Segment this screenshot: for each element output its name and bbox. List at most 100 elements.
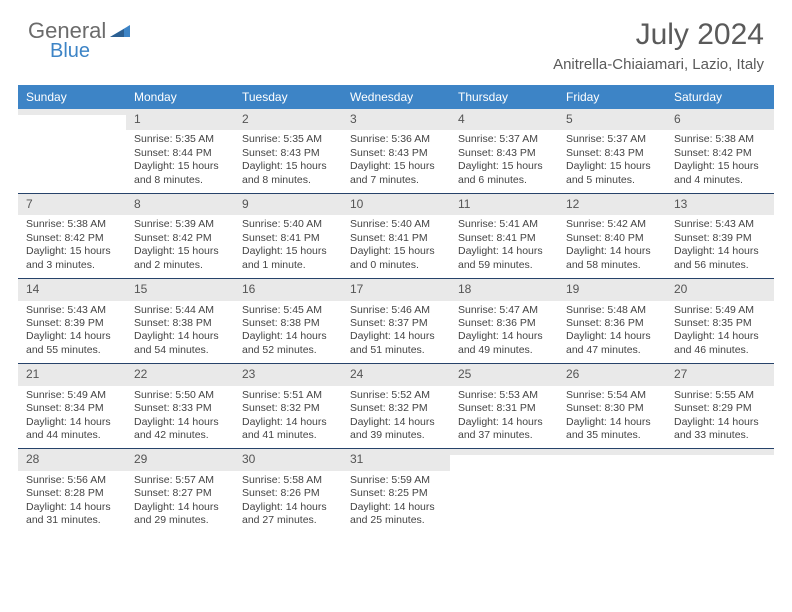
day-body: Sunrise: 5:57 AMSunset: 8:27 PMDaylight:… (126, 471, 234, 534)
day-cell: 8Sunrise: 5:39 AMSunset: 8:42 PMDaylight… (126, 194, 234, 278)
day-number: 7 (18, 194, 126, 215)
sunset-text: Sunset: 8:38 PM (242, 317, 334, 330)
sunset-text: Sunset: 8:34 PM (26, 402, 118, 415)
daylight-text: Daylight: 14 hours and 33 minutes. (674, 416, 766, 443)
sunrise-text: Sunrise: 5:57 AM (134, 474, 226, 487)
sunset-text: Sunset: 8:43 PM (566, 147, 658, 160)
day-body (558, 455, 666, 464)
location-text: Anitrella-Chiaiamari, Lazio, Italy (553, 56, 764, 73)
sunrise-text: Sunrise: 5:56 AM (26, 474, 118, 487)
day-body: Sunrise: 5:43 AMSunset: 8:39 PMDaylight:… (18, 301, 126, 364)
day-number: 14 (18, 279, 126, 300)
week-row: 7Sunrise: 5:38 AMSunset: 8:42 PMDaylight… (18, 193, 774, 278)
day-cell: 6Sunrise: 5:38 AMSunset: 8:42 PMDaylight… (666, 109, 774, 193)
day-body: Sunrise: 5:42 AMSunset: 8:40 PMDaylight:… (558, 215, 666, 278)
sunrise-text: Sunrise: 5:59 AM (350, 474, 442, 487)
sunset-text: Sunset: 8:36 PM (566, 317, 658, 330)
week-row: 28Sunrise: 5:56 AMSunset: 8:28 PMDayligh… (18, 448, 774, 533)
day-number: 10 (342, 194, 450, 215)
sunrise-text: Sunrise: 5:54 AM (566, 389, 658, 402)
daylight-text: Daylight: 14 hours and 42 minutes. (134, 416, 226, 443)
day-body: Sunrise: 5:36 AMSunset: 8:43 PMDaylight:… (342, 130, 450, 193)
dow-friday: Friday (558, 85, 666, 109)
day-body: Sunrise: 5:53 AMSunset: 8:31 PMDaylight:… (450, 386, 558, 449)
daylight-text: Daylight: 14 hours and 49 minutes. (458, 330, 550, 357)
sunset-text: Sunset: 8:44 PM (134, 147, 226, 160)
day-cell: 14Sunrise: 5:43 AMSunset: 8:39 PMDayligh… (18, 279, 126, 363)
sunrise-text: Sunrise: 5:43 AM (674, 218, 766, 231)
dow-saturday: Saturday (666, 85, 774, 109)
sunset-text: Sunset: 8:27 PM (134, 487, 226, 500)
day-cell: 25Sunrise: 5:53 AMSunset: 8:31 PMDayligh… (450, 364, 558, 448)
daylight-text: Daylight: 15 hours and 3 minutes. (26, 245, 118, 272)
day-number: 15 (126, 279, 234, 300)
day-body: Sunrise: 5:51 AMSunset: 8:32 PMDaylight:… (234, 386, 342, 449)
day-body: Sunrise: 5:49 AMSunset: 8:35 PMDaylight:… (666, 301, 774, 364)
sunrise-text: Sunrise: 5:46 AM (350, 304, 442, 317)
day-body: Sunrise: 5:58 AMSunset: 8:26 PMDaylight:… (234, 471, 342, 534)
day-number: 3 (342, 109, 450, 130)
day-cell: 29Sunrise: 5:57 AMSunset: 8:27 PMDayligh… (126, 449, 234, 533)
sunrise-text: Sunrise: 5:45 AM (242, 304, 334, 317)
day-cell: 26Sunrise: 5:54 AMSunset: 8:30 PMDayligh… (558, 364, 666, 448)
day-number: 18 (450, 279, 558, 300)
sunset-text: Sunset: 8:42 PM (674, 147, 766, 160)
day-body: Sunrise: 5:44 AMSunset: 8:38 PMDaylight:… (126, 301, 234, 364)
day-number: 21 (18, 364, 126, 385)
day-number: 26 (558, 364, 666, 385)
sunrise-text: Sunrise: 5:58 AM (242, 474, 334, 487)
day-cell (558, 449, 666, 533)
title-block: July 2024 Anitrella-Chiaiamari, Lazio, I… (553, 18, 764, 73)
sunrise-text: Sunrise: 5:38 AM (26, 218, 118, 231)
day-cell: 4Sunrise: 5:37 AMSunset: 8:43 PMDaylight… (450, 109, 558, 193)
sunrise-text: Sunrise: 5:38 AM (674, 133, 766, 146)
sunset-text: Sunset: 8:29 PM (674, 402, 766, 415)
daylight-text: Daylight: 14 hours and 47 minutes. (566, 330, 658, 357)
day-body: Sunrise: 5:56 AMSunset: 8:28 PMDaylight:… (18, 471, 126, 534)
day-cell: 20Sunrise: 5:49 AMSunset: 8:35 PMDayligh… (666, 279, 774, 363)
day-number: 24 (342, 364, 450, 385)
week-row: 1Sunrise: 5:35 AMSunset: 8:44 PMDaylight… (18, 109, 774, 193)
sunrise-text: Sunrise: 5:51 AM (242, 389, 334, 402)
day-body (18, 115, 126, 124)
day-body: Sunrise: 5:37 AMSunset: 8:43 PMDaylight:… (450, 130, 558, 193)
day-number: 11 (450, 194, 558, 215)
sunrise-text: Sunrise: 5:37 AM (458, 133, 550, 146)
day-cell: 11Sunrise: 5:41 AMSunset: 8:41 PMDayligh… (450, 194, 558, 278)
sunset-text: Sunset: 8:43 PM (242, 147, 334, 160)
dow-header-row: Sunday Monday Tuesday Wednesday Thursday… (18, 85, 774, 109)
sunset-text: Sunset: 8:43 PM (350, 147, 442, 160)
daylight-text: Daylight: 14 hours and 52 minutes. (242, 330, 334, 357)
header: General Blue July 2024 Anitrella-Chiaiam… (0, 0, 792, 79)
sunrise-text: Sunrise: 5:48 AM (566, 304, 658, 317)
dow-monday: Monday (126, 85, 234, 109)
sunset-text: Sunset: 8:26 PM (242, 487, 334, 500)
day-number: 9 (234, 194, 342, 215)
dow-wednesday: Wednesday (342, 85, 450, 109)
dow-thursday: Thursday (450, 85, 558, 109)
daylight-text: Daylight: 14 hours and 54 minutes. (134, 330, 226, 357)
day-cell (666, 449, 774, 533)
sunset-text: Sunset: 8:25 PM (350, 487, 442, 500)
day-number: 5 (558, 109, 666, 130)
daylight-text: Daylight: 14 hours and 41 minutes. (242, 416, 334, 443)
dow-tuesday: Tuesday (234, 85, 342, 109)
day-body: Sunrise: 5:49 AMSunset: 8:34 PMDaylight:… (18, 386, 126, 449)
day-cell: 9Sunrise: 5:40 AMSunset: 8:41 PMDaylight… (234, 194, 342, 278)
day-body: Sunrise: 5:39 AMSunset: 8:42 PMDaylight:… (126, 215, 234, 278)
day-cell: 12Sunrise: 5:42 AMSunset: 8:40 PMDayligh… (558, 194, 666, 278)
daylight-text: Daylight: 14 hours and 39 minutes. (350, 416, 442, 443)
daylight-text: Daylight: 15 hours and 6 minutes. (458, 160, 550, 187)
day-cell: 15Sunrise: 5:44 AMSunset: 8:38 PMDayligh… (126, 279, 234, 363)
daylight-text: Daylight: 14 hours and 44 minutes. (26, 416, 118, 443)
day-body: Sunrise: 5:38 AMSunset: 8:42 PMDaylight:… (666, 130, 774, 193)
day-cell (18, 109, 126, 193)
day-number: 8 (126, 194, 234, 215)
day-number: 29 (126, 449, 234, 470)
sunrise-text: Sunrise: 5:36 AM (350, 133, 442, 146)
sunset-text: Sunset: 8:42 PM (26, 232, 118, 245)
sunset-text: Sunset: 8:35 PM (674, 317, 766, 330)
sunrise-text: Sunrise: 5:55 AM (674, 389, 766, 402)
day-cell (450, 449, 558, 533)
sunset-text: Sunset: 8:42 PM (134, 232, 226, 245)
